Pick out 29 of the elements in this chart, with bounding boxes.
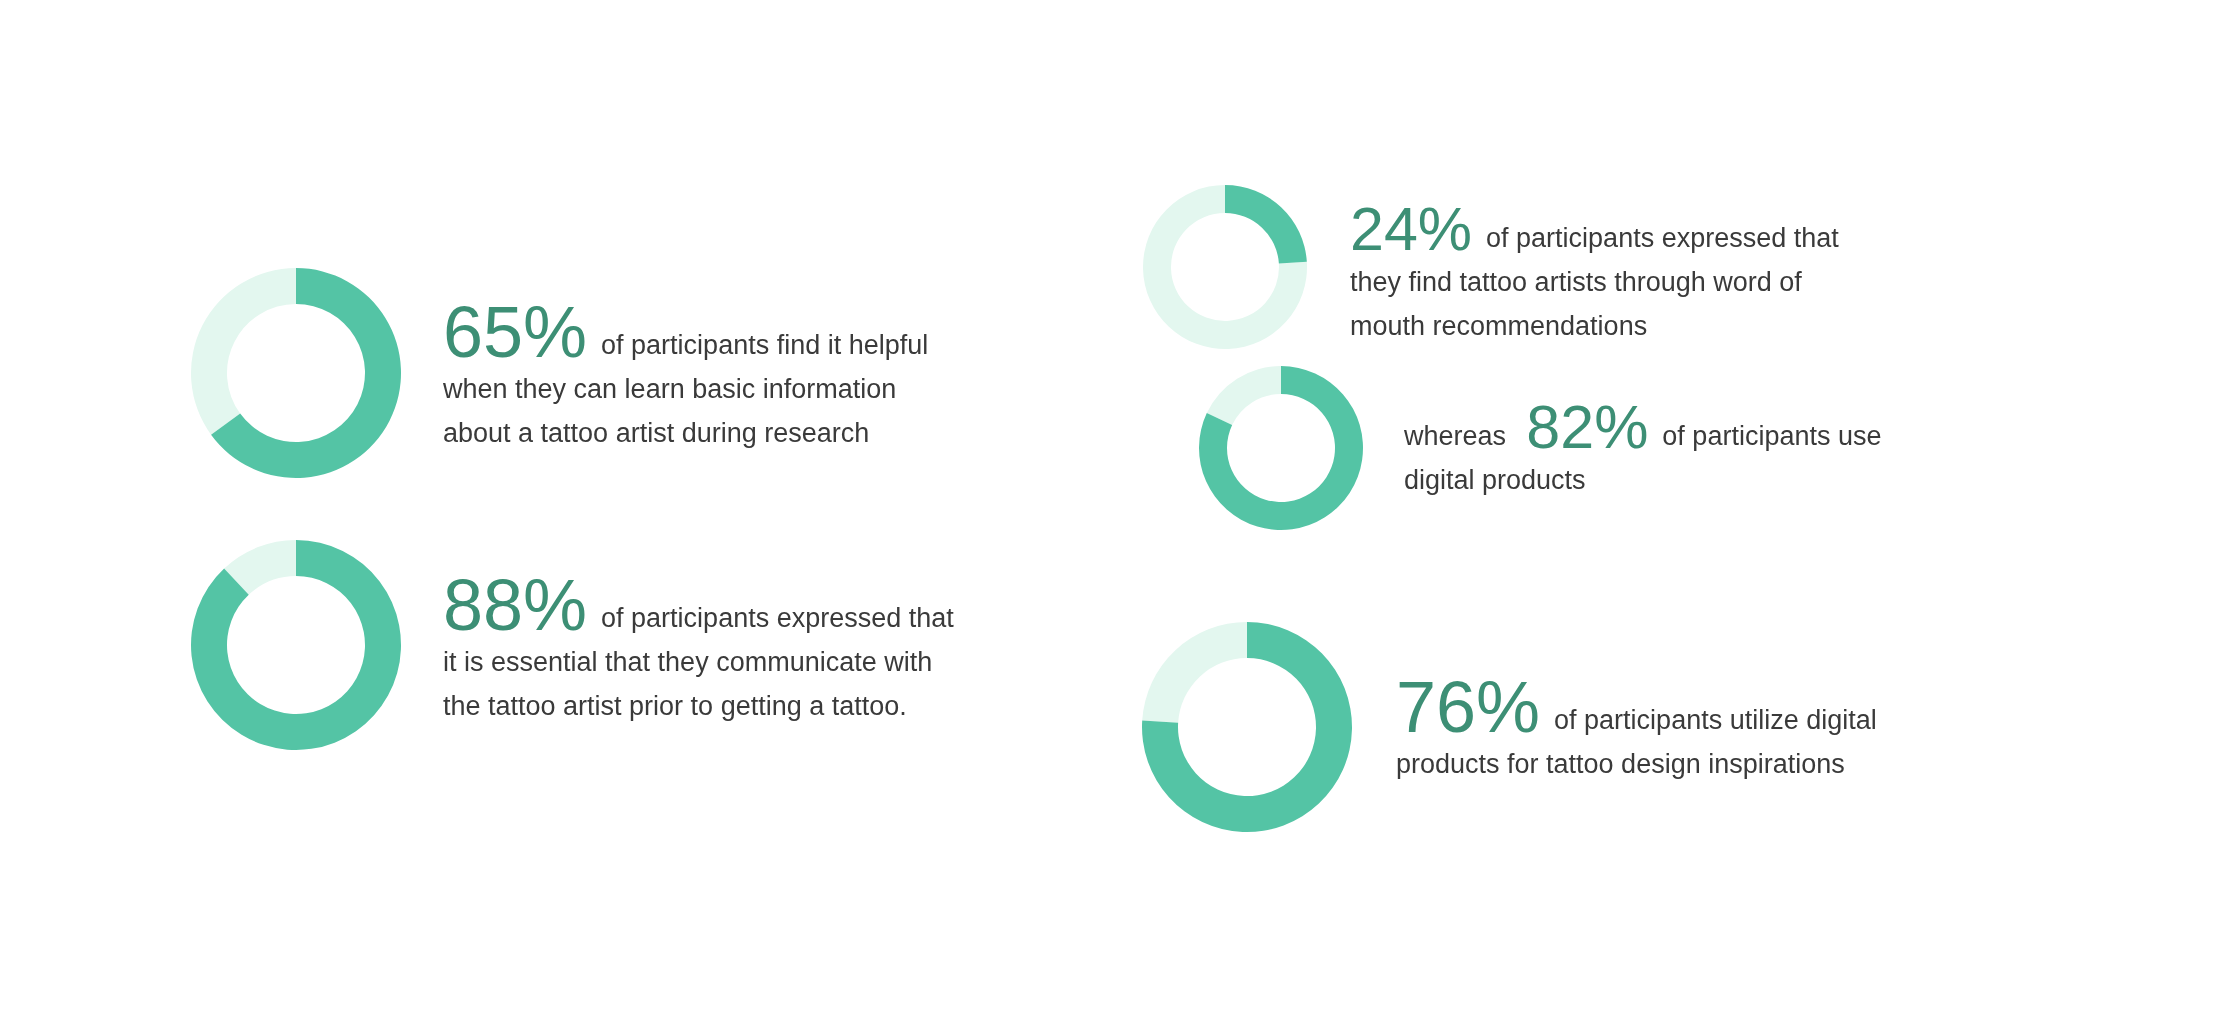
text: digital products <box>1404 465 1586 495</box>
text: of participants use <box>1662 421 1882 451</box>
data-label: 24% <box>1350 195 1473 263</box>
donut-slice <box>1142 622 1352 832</box>
data-label: 88% <box>443 565 588 645</box>
text: of participants expressed that <box>1486 223 1840 253</box>
donut-slice <box>211 268 401 478</box>
donut-slice <box>1142 622 1247 723</box>
text: of participants expressed that <box>601 603 955 633</box>
donut-slice <box>1225 185 1307 264</box>
donut-slice <box>1143 185 1307 349</box>
donut-slice <box>191 268 296 435</box>
text: when they can learn basic information <box>442 374 897 404</box>
text: of participants utilize digital <box>1554 705 1877 735</box>
text: products for tattoo design inspirations <box>1396 749 1845 779</box>
donut-slice <box>191 540 401 750</box>
data-label: 65% <box>443 292 588 372</box>
text: mouth recommendations <box>1350 311 1648 341</box>
text: they find tattoo artists through word of <box>1350 267 1803 297</box>
text: about a tattoo artist during research <box>443 418 870 448</box>
data-label: 76% <box>1396 667 1541 747</box>
text: it is essential that they communicate with <box>443 647 933 677</box>
donut-slice <box>224 540 296 595</box>
donut-slice <box>1199 366 1363 530</box>
donut-slice <box>1206 366 1281 426</box>
data-label: 82% <box>1526 393 1649 461</box>
text: whereas <box>1403 421 1507 451</box>
text: the tattoo artist prior to getting a tattoo. <box>443 691 907 721</box>
text: of participants find it helpful <box>601 330 929 360</box>
